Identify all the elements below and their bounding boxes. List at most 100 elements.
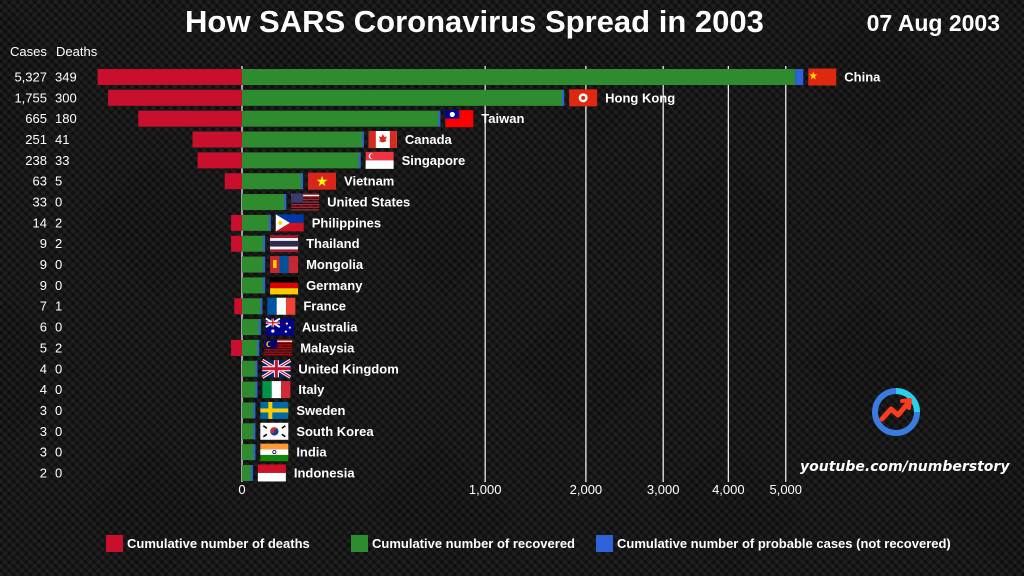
probable-bar-mongolia: [263, 256, 266, 273]
probable-bar-taiwan: [438, 110, 441, 127]
date-label: 07 Aug 2003: [866, 10, 1000, 36]
legend-label-probable: Cumulative number of probable cases (not…: [617, 536, 951, 551]
deaths-value-singapore: 33: [55, 153, 69, 168]
recovered-bar-thailand: [242, 235, 266, 252]
probable-bar-malaysia: [257, 339, 260, 356]
country-label-malaysia: Malaysia: [300, 340, 355, 355]
x-tick-label-4000: 4,000: [712, 482, 745, 497]
country-label-china: China: [844, 70, 881, 85]
deaths-column-header: Deaths: [56, 44, 98, 59]
deaths-value-canada: 41: [55, 132, 69, 147]
country-label-germany: Germany: [306, 278, 363, 293]
country-label-taiwan: Taiwan: [481, 111, 524, 126]
legend-label-recovered: Cumulative number of recovered: [372, 536, 575, 551]
probable-bar-united-states: [284, 194, 287, 211]
recovered-bar-australia: [242, 319, 261, 336]
deaths-bar-france: [234, 298, 242, 315]
country-label-singapore: Singapore: [402, 153, 466, 168]
cases-value-france: 7: [40, 299, 47, 314]
vietnam-flag-icon: [308, 172, 337, 190]
country-label-philippines: Philippines: [312, 215, 381, 230]
cases-value-united-kingdom: 4: [40, 361, 47, 376]
recovered-bar-philippines: [242, 214, 271, 231]
recovered-bar-mongolia: [242, 256, 266, 273]
country-label-indonesia: Indonesia: [294, 465, 355, 480]
legend-swatch-deaths: [106, 535, 123, 552]
deaths-bar-taiwan: [138, 110, 242, 127]
deaths-value-indonesia: 0: [55, 465, 62, 480]
cases-value-philippines: 14: [33, 215, 47, 230]
deaths-value-vietnam: 5: [55, 174, 62, 189]
recovered-bar-sweden: [242, 402, 256, 419]
hong-kong-flag-icon: [569, 89, 598, 107]
deaths-value-sweden: 0: [55, 403, 62, 418]
trend-logo-icon: [872, 388, 920, 436]
mongolia-flag-icon: [270, 256, 299, 274]
probable-bar-hong-kong: [562, 89, 565, 106]
recovered-bar-south-korea: [242, 423, 256, 440]
deaths-value-taiwan: 180: [55, 111, 77, 126]
cases-value-mongolia: 9: [40, 257, 47, 272]
country-label-south-korea: South Korea: [296, 424, 374, 439]
probable-bar-indonesia: [250, 464, 253, 481]
deaths-bar-singapore: [197, 152, 242, 169]
country-label-sweden: Sweden: [296, 403, 345, 418]
legend-item-recovered: Cumulative number of recovered: [351, 535, 575, 552]
philippines-flag-icon: [275, 214, 304, 232]
recovered-bar-vietnam: [242, 173, 304, 190]
country-label-vietnam: Vietnam: [344, 174, 394, 189]
country-label-hong-kong: Hong Kong: [605, 90, 675, 105]
cases-value-malaysia: 5: [40, 340, 47, 355]
recovered-bar-taiwan: [242, 110, 441, 127]
recovered-bar-malaysia: [242, 339, 260, 356]
deaths-value-united-states: 0: [55, 195, 62, 210]
deaths-value-malaysia: 2: [55, 340, 62, 355]
country-label-mongolia: Mongolia: [306, 257, 364, 272]
cases-value-italy: 4: [40, 382, 47, 397]
x-tick-label-5000: 5,000: [769, 482, 802, 497]
probable-bar-thailand: [263, 235, 266, 252]
legend-item-probable: Cumulative number of probable cases (not…: [596, 535, 951, 552]
probable-bar-australia: [258, 319, 261, 336]
country-label-united-states: United States: [327, 195, 410, 210]
deaths-bar-thailand: [231, 235, 242, 252]
malaysia-flag-icon: [264, 339, 293, 356]
deaths-value-germany: 0: [55, 278, 62, 293]
deaths-bar-canada: [192, 131, 242, 148]
probable-bar-china: [795, 69, 804, 85]
country-label-canada: Canada: [405, 132, 453, 147]
country-label-india: India: [296, 445, 327, 460]
x-tick-label-1000: 1,000: [469, 482, 502, 497]
united-states-flag-icon: [291, 193, 320, 211]
cases-value-canada: 251: [25, 132, 47, 147]
deaths-value-australia: 0: [55, 320, 62, 335]
deaths-value-hong-kong: 300: [55, 90, 77, 105]
probable-bar-italy: [255, 381, 258, 398]
recovered-bar-germany: [242, 277, 266, 294]
cases-value-sweden: 3: [40, 403, 47, 418]
probable-bar-canada: [361, 131, 364, 148]
cases-value-china: 5,327: [14, 70, 47, 85]
south-korea-flag-icon: [260, 422, 289, 440]
probable-bar-germany: [263, 277, 266, 294]
deaths-value-united-kingdom: 0: [55, 361, 62, 376]
recovered-bar-hong-kong: [242, 89, 565, 106]
numberstory-logo: [872, 388, 920, 441]
indonesia-flag-icon: [257, 464, 286, 482]
cases-value-south-korea: 3: [40, 424, 47, 439]
country-label-italy: Italy: [298, 382, 325, 397]
cases-value-united-states: 33: [33, 195, 47, 210]
x-tick-label-2000: 2,000: [570, 482, 603, 497]
legend-item-deaths: Cumulative number of deaths: [106, 535, 310, 552]
probable-bar-united-kingdom: [255, 360, 258, 377]
canada-flag-icon: [368, 131, 397, 149]
recovered-bar-china: [242, 69, 796, 85]
deaths-bar-hong-kong: [108, 89, 242, 106]
legend: Cumulative number of deaths Cumulative n…: [106, 535, 1006, 553]
country-label-france: France: [303, 299, 346, 314]
cases-value-india: 3: [40, 445, 47, 460]
probable-bar-philippines: [268, 214, 271, 231]
probable-bar-singapore: [358, 152, 361, 169]
probable-bar-sweden: [253, 402, 256, 419]
